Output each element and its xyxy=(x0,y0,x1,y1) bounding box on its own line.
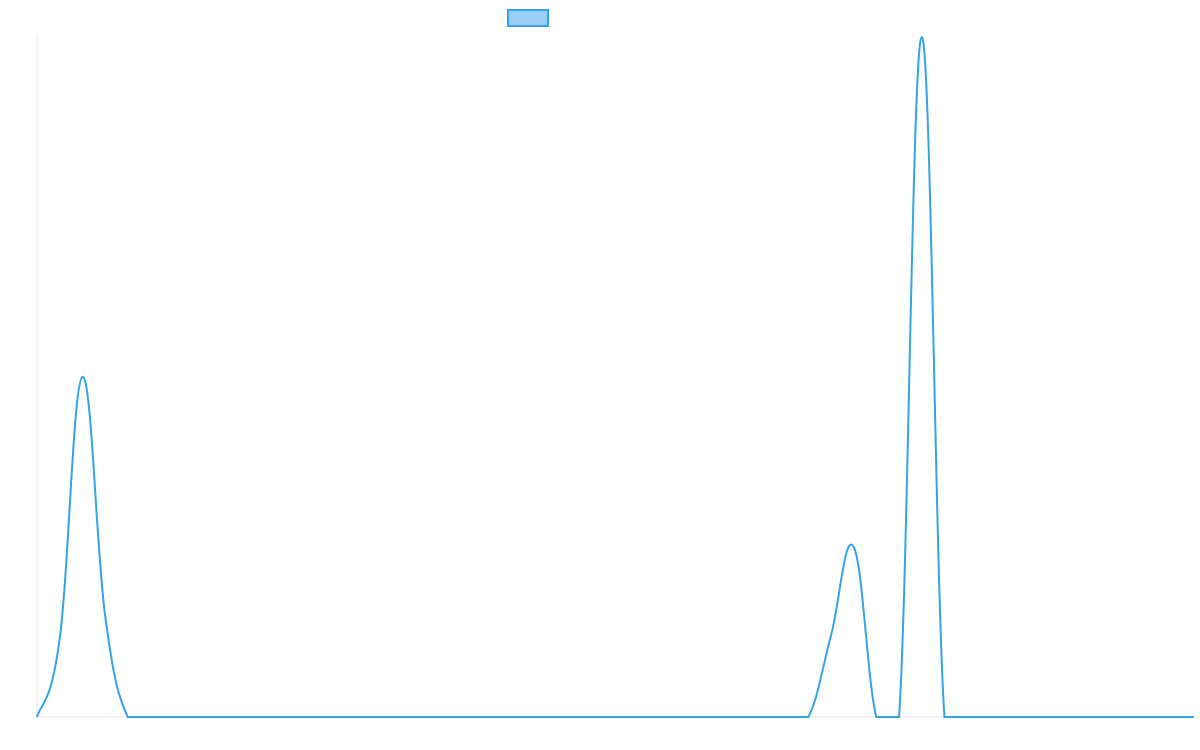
data-point[interactable] xyxy=(79,374,85,380)
data-point[interactable] xyxy=(647,714,653,720)
data-point[interactable] xyxy=(987,714,993,720)
data-point[interactable] xyxy=(1032,714,1038,720)
data-point[interactable] xyxy=(783,714,789,720)
data-point[interactable] xyxy=(941,714,947,720)
series-layer xyxy=(34,34,1197,720)
data-point[interactable] xyxy=(261,714,267,720)
data-point[interactable] xyxy=(578,714,584,720)
data-point[interactable] xyxy=(125,714,131,720)
data-point[interactable] xyxy=(1010,714,1016,720)
data-point[interactable] xyxy=(170,714,176,720)
data-point[interactable] xyxy=(1168,714,1174,720)
data-point[interactable] xyxy=(57,636,63,642)
data-point[interactable] xyxy=(805,714,811,720)
data-point[interactable] xyxy=(238,714,244,720)
data-point[interactable] xyxy=(1191,714,1197,720)
data-point[interactable] xyxy=(465,714,471,720)
data-point[interactable] xyxy=(397,714,403,720)
data-point[interactable] xyxy=(851,544,857,550)
data-point[interactable] xyxy=(669,714,675,720)
data-point[interactable] xyxy=(284,714,290,720)
data-point[interactable] xyxy=(1100,714,1106,720)
data-point[interactable] xyxy=(692,714,698,720)
data-point[interactable] xyxy=(1055,714,1061,720)
data-point[interactable] xyxy=(896,714,902,720)
data-point[interactable] xyxy=(488,714,494,720)
data-point[interactable] xyxy=(964,714,970,720)
legend[interactable] xyxy=(507,9,549,27)
data-point[interactable] xyxy=(760,714,766,720)
data-point[interactable] xyxy=(873,714,879,720)
data-point[interactable] xyxy=(1123,714,1129,720)
data-point[interactable] xyxy=(215,714,221,720)
data-point[interactable] xyxy=(510,714,516,720)
data-point[interactable] xyxy=(919,34,925,40)
data-point[interactable] xyxy=(715,714,721,720)
data-point[interactable] xyxy=(329,714,335,720)
data-point[interactable] xyxy=(556,714,562,720)
data-point[interactable] xyxy=(533,714,539,720)
data-point[interactable] xyxy=(442,714,448,720)
data-point[interactable] xyxy=(306,714,312,720)
data-point[interactable] xyxy=(352,714,358,720)
data-point[interactable] xyxy=(374,714,380,720)
data-point[interactable] xyxy=(1078,714,1084,720)
legend-swatch[interactable] xyxy=(507,9,549,27)
data-point[interactable] xyxy=(147,714,153,720)
data-point[interactable] xyxy=(624,714,630,720)
data-point[interactable] xyxy=(193,714,199,720)
data-point[interactable] xyxy=(737,714,743,720)
data-point[interactable] xyxy=(601,714,607,720)
data-point[interactable] xyxy=(102,612,108,618)
data-point[interactable] xyxy=(828,632,834,638)
data-point[interactable] xyxy=(420,714,426,720)
data-point[interactable] xyxy=(34,714,40,720)
series-line xyxy=(36,35,1194,719)
data-point[interactable] xyxy=(1146,714,1152,720)
